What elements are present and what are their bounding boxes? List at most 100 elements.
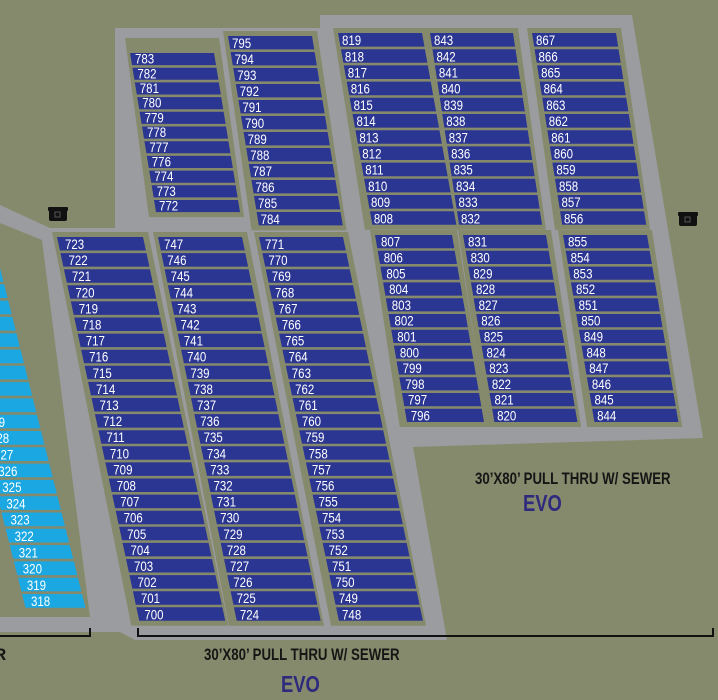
lot[interactable]: 831 [463,234,549,250]
lot-shape[interactable] [534,49,621,63]
lot[interactable]: 814 [352,113,439,129]
lot[interactable]: 320 [13,560,78,577]
lot[interactable]: 810 [364,178,451,194]
lot[interactable]: 753 [319,526,407,542]
lot-shape[interactable] [437,81,523,96]
lot-shape[interactable] [393,345,474,359]
lot[interactable]: 744 [167,284,255,301]
lot[interactable]: 861 [547,129,634,146]
lot-shape[interactable] [279,333,366,348]
lot[interactable]: 832 [456,210,543,227]
lot[interactable]: 836 [447,145,533,162]
lot[interactable]: 809 [367,194,454,210]
lot-shape[interactable] [272,301,360,315]
lot[interactable]: 850 [576,313,663,329]
lot[interactable]: 708 [108,477,198,494]
lot[interactable]: 767 [272,300,360,317]
lot[interactable]: 733 [204,461,292,478]
lot[interactable]: 748 [336,606,423,623]
lot-shape[interactable] [432,49,518,63]
lot-shape[interactable] [0,333,20,347]
lot-shape[interactable] [70,301,160,315]
lot-shape[interactable] [81,349,171,364]
lot-shape[interactable] [369,211,457,225]
lot[interactable]: 752 [322,542,410,558]
lot[interactable]: 789 [243,131,330,147]
lot-shape[interactable] [241,116,328,130]
lot-shape[interactable] [164,269,252,283]
lot-shape[interactable] [57,237,146,251]
lot[interactable]: 325 [0,479,57,495]
lot-shape[interactable] [468,266,554,280]
lot[interactable]: 702 [129,574,219,590]
lot[interactable]: 710 [101,445,191,462]
lot-shape[interactable] [94,414,184,428]
lot-shape[interactable] [439,97,525,112]
lot[interactable]: 729 [217,526,305,542]
lot-shape[interactable] [0,463,53,478]
lot-shape[interactable] [251,180,338,194]
lot-shape[interactable] [380,266,460,280]
lot-shape[interactable] [197,430,285,444]
lot[interactable]: 799 [396,360,476,376]
lot[interactable]: 807 [375,234,455,250]
lot-shape[interactable] [177,333,265,348]
lot-shape[interactable] [542,97,629,112]
lot-shape[interactable] [0,268,4,282]
lot-shape[interactable] [492,408,578,422]
lot[interactable]: 704 [122,542,212,558]
lot[interactable]: 851 [573,297,660,313]
lot-shape[interactable] [101,446,191,460]
lot[interactable]: 723 [57,236,146,252]
lot-shape[interactable] [404,408,484,422]
lot-shape[interactable] [210,494,298,509]
lot[interactable]: 779 [139,109,226,126]
lot-shape[interactable] [130,53,217,66]
lot[interactable]: 326 [0,463,53,479]
lot[interactable]: 847 [584,360,671,376]
lot-shape[interactable] [174,317,262,332]
lot[interactable]: 772 [154,197,241,214]
lot-shape[interactable] [452,178,538,193]
lot[interactable]: 755 [312,493,400,510]
lot-shape[interactable] [338,33,425,47]
lot-shape[interactable] [158,237,245,251]
lot-shape[interactable] [463,235,549,249]
lot-shape[interactable] [315,510,403,525]
lot[interactable]: 854 [565,249,652,266]
lot[interactable]: 709 [105,461,195,478]
lot-shape[interactable] [532,33,619,47]
lot[interactable]: 718 [74,316,164,333]
lot[interactable]: 823 [484,360,570,376]
lot-shape[interactable] [74,317,164,332]
lot-shape[interactable] [312,494,400,509]
lot-shape[interactable] [444,130,530,144]
lot[interactable]: 800 [393,344,474,361]
lot-shape[interactable] [554,178,642,193]
lot[interactable]: 802 [388,313,468,329]
lot-shape[interactable] [332,591,420,605]
lot-shape[interactable] [259,237,346,251]
lot-shape[interactable] [576,314,663,328]
lot-shape[interactable] [557,195,644,209]
lot-shape[interactable] [220,542,308,557]
lot-shape[interactable] [581,345,668,359]
lot[interactable]: 857 [557,194,644,210]
lot[interactable]: 830 [465,249,551,266]
lot[interactable]: 791 [238,99,325,115]
lot[interactable]: 761 [292,397,380,413]
lot-shape[interactable] [161,253,249,267]
lot-shape[interactable] [275,317,363,332]
lot-shape[interactable] [537,65,624,79]
lot-shape[interactable] [84,365,174,380]
lot-shape[interactable] [149,170,236,183]
lot[interactable]: 721 [63,268,153,284]
lot[interactable]: 717 [77,332,167,349]
lot[interactable]: 864 [539,81,626,97]
lot-shape[interactable] [243,132,330,146]
lot[interactable]: 838 [442,113,528,129]
lot[interactable]: 756 [309,477,397,494]
lot[interactable]: 784 [256,211,343,227]
lot-shape[interactable] [144,141,231,154]
lot-shape[interactable] [0,316,16,331]
